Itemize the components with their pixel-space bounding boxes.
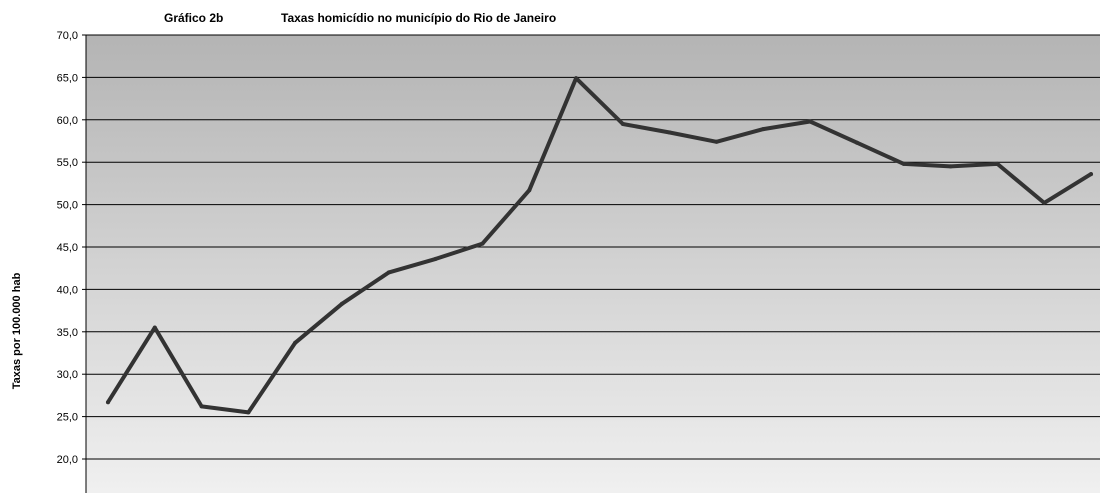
data-point — [995, 161, 1000, 166]
data-point — [527, 188, 532, 193]
y-tick-label: 40,0 — [57, 284, 78, 296]
data-point — [152, 325, 157, 330]
data-point — [199, 404, 204, 409]
data-point — [1089, 172, 1093, 177]
y-tick-label: 55,0 — [57, 157, 78, 169]
data-point — [714, 139, 719, 144]
y-tick-label: 35,0 — [57, 327, 78, 339]
data-point — [480, 241, 485, 246]
data-point — [901, 161, 906, 166]
y-tick-label: 60,0 — [57, 115, 78, 127]
plot-area — [86, 35, 1100, 493]
y-tick-label: 65,0 — [57, 72, 78, 84]
y-axis-title: Taxas por 100.000 hab — [11, 272, 23, 389]
data-point — [855, 140, 859, 145]
y-axis-ticks: 70,0 65,0 60,0 55,0 50,0 45,0 40,0 35,0 30,0 25,0… — [57, 30, 86, 466]
y-tick-label: 50,0 — [57, 200, 78, 212]
data-point — [293, 340, 298, 345]
data-point — [667, 130, 672, 135]
data-point — [246, 410, 251, 415]
series-line — [106, 76, 1093, 415]
y-tick-label: 30,0 — [57, 369, 78, 381]
chart-title-label: Gráfico 2b — [164, 11, 223, 25]
chart-title: Taxas homicídio no município do Rio de J… — [281, 11, 556, 25]
gridlines — [86, 34, 1100, 460]
data-point — [340, 301, 344, 306]
data-point — [574, 76, 579, 81]
data-point — [386, 270, 391, 275]
y-tick-label: 25,0 — [57, 412, 78, 424]
data-point — [433, 256, 438, 261]
data-point — [106, 400, 110, 405]
data-point — [1042, 200, 1047, 205]
data-point — [948, 164, 953, 169]
y-tick-label: 70,0 — [57, 30, 78, 42]
y-tick-label: 20,0 — [57, 454, 78, 466]
data-point — [761, 127, 766, 132]
data-point — [620, 122, 625, 126]
series-group — [106, 76, 1093, 415]
y-tick-label: 45,0 — [57, 242, 78, 254]
data-point — [808, 119, 813, 124]
